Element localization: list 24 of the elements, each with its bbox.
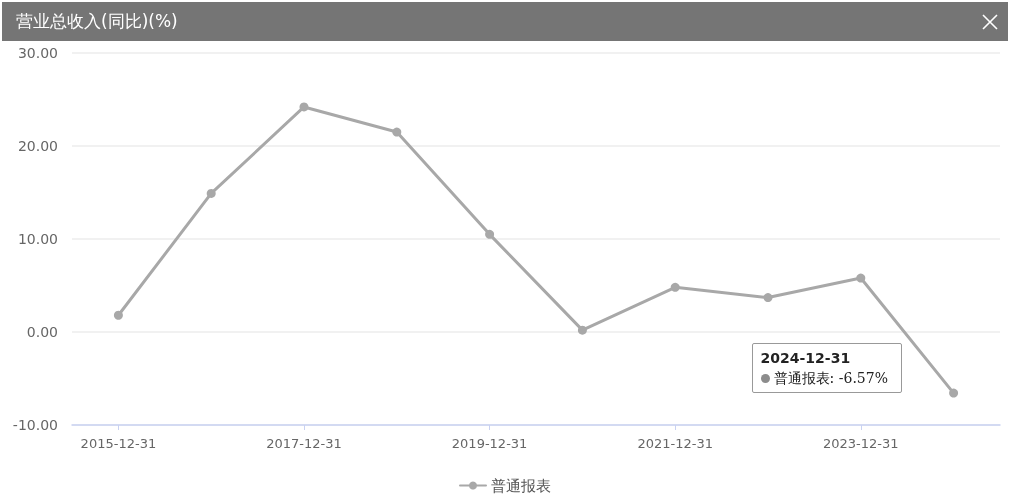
annotation: 普通报表: -6.57% <box>773 369 888 389</box>
point <box>577 325 587 335</box>
chart-title: 营业总收入(同比)(%) <box>16 10 178 32</box>
y-tick-label: 20.00 <box>17 138 58 154</box>
x-tick-label: 2015-12-31 <box>80 436 157 451</box>
point <box>392 127 402 137</box>
y-tick-label: 30.00 <box>17 45 58 61</box>
annotation: 2024-12-31 <box>760 349 851 369</box>
y-tick-label: 0.00 <box>26 324 58 340</box>
y-tick-label: 10.00 <box>17 231 58 247</box>
legend-label: 普通报表 <box>491 476 551 495</box>
point <box>856 273 866 283</box>
point <box>485 229 495 239</box>
x-tick-label: 2017-12-31 <box>266 436 342 451</box>
point <box>949 388 959 398</box>
point <box>670 282 680 292</box>
x-tick-label: 2019-12-31 <box>451 436 528 451</box>
x-tick-label: 2021-12-31 <box>637 436 713 451</box>
point <box>113 310 123 320</box>
x-tick-label: 2023-12-31 <box>823 436 899 451</box>
point <box>299 102 309 112</box>
y-tick-label: -10.00 <box>12 417 58 433</box>
point <box>206 188 216 198</box>
point <box>763 293 773 303</box>
